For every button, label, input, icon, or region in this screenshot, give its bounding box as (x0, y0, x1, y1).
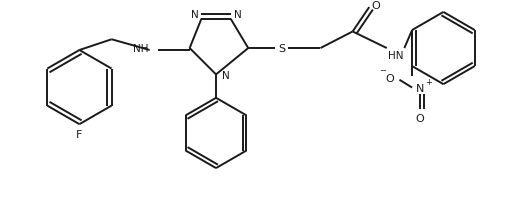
Text: N: N (234, 10, 242, 20)
Text: NH: NH (133, 44, 149, 54)
Text: +: + (425, 78, 432, 87)
Text: HN: HN (388, 51, 403, 61)
Text: O: O (416, 113, 424, 123)
Text: N: N (222, 71, 230, 81)
Text: F: F (76, 129, 82, 139)
Text: N: N (191, 10, 198, 20)
Text: −: − (380, 66, 386, 75)
Text: N: N (416, 83, 424, 93)
Text: O: O (372, 1, 381, 11)
Text: O: O (385, 73, 394, 83)
Text: S: S (278, 44, 285, 54)
